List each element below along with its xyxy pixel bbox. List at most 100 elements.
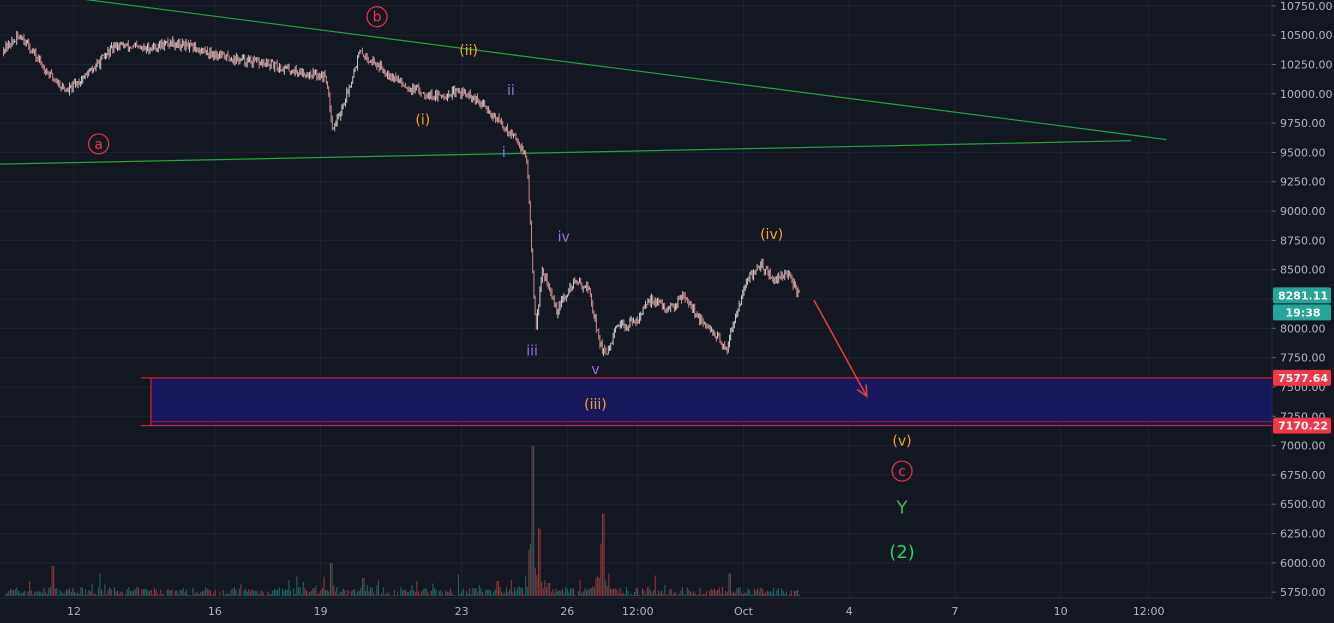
volume-bar: [779, 594, 781, 596]
volume-bar: [454, 595, 456, 596]
x-tick-label: 4: [846, 605, 853, 618]
volume-bar: [523, 593, 525, 596]
volume-bar: [702, 593, 704, 596]
volume-bar: [646, 587, 648, 596]
volume-bar: [614, 588, 616, 596]
volume-bar: [598, 578, 600, 596]
volume-bar: [392, 595, 394, 596]
volume-bar: [715, 591, 717, 596]
volume-bar: [240, 584, 242, 596]
volume-bar: [781, 588, 783, 596]
volume-bar: [643, 590, 645, 596]
volume-bar: [19, 592, 21, 596]
volume-bar: [136, 587, 138, 596]
volume-bar: [313, 588, 316, 596]
volume-bar: [72, 588, 74, 596]
volume-bar: [134, 589, 136, 596]
wave-label: (iii): [584, 397, 607, 413]
volume-bar: [333, 585, 335, 596]
volume-bar: [528, 549, 530, 596]
volume-bar: [677, 595, 679, 596]
volume-bar: [496, 581, 498, 596]
x-tick-label: 26: [560, 605, 574, 618]
volume-bar: [27, 591, 29, 596]
volume-bar: [697, 594, 700, 596]
y-tick-label: 6500.00: [1280, 498, 1326, 511]
volume-bar: [259, 592, 261, 596]
y-tick-label: 9750.00: [1280, 117, 1326, 130]
volume-bar: [590, 588, 592, 596]
wave-label: iii: [526, 343, 538, 359]
volume-bar: [502, 593, 504, 596]
y-tick-label: 6000.00: [1280, 557, 1326, 570]
volume-bar: [494, 589, 496, 596]
price-axis[interactable]: 10750.00 10500.00 10250.00 10000.00 9750.00 9…: [1271, 0, 1334, 623]
volume-bar: [395, 595, 397, 596]
trendlines: [0, 0, 1167, 165]
volume-bar: [424, 588, 426, 596]
volume-bar: [717, 589, 719, 596]
volume-bar: [616, 589, 618, 596]
volume-bar: [645, 594, 647, 596]
volume-bar: [238, 588, 240, 596]
volume-bar: [710, 588, 712, 596]
volume-bar: [54, 588, 56, 596]
wave-label: iv: [558, 230, 570, 246]
x-tick-label: 7: [951, 605, 958, 618]
volume-bar: [285, 589, 287, 596]
trendline-lower: [0, 140, 1132, 165]
volume-bar: [142, 588, 144, 596]
volume-bar: [301, 594, 303, 596]
volume-bar: [589, 588, 591, 596]
volume-bar: [128, 587, 130, 596]
volume-bar: [680, 590, 682, 596]
price-badge-label: 7577.64: [1278, 372, 1328, 385]
volume-bar: [421, 591, 423, 596]
volume-bar: [758, 591, 760, 596]
volume-bar: [545, 587, 548, 596]
volume-bar: [565, 587, 567, 596]
volume-bar: [558, 590, 560, 596]
volume-bar: [595, 578, 597, 596]
volume-bar: [360, 587, 362, 596]
volume-bar: [30, 590, 32, 596]
volume-bar: [294, 594, 296, 596]
volume-bar: [22, 592, 24, 596]
volume-bar: [161, 594, 164, 596]
volume-bar: [328, 591, 330, 596]
volume-bar: [208, 589, 210, 596]
volume-bar: [272, 590, 274, 596]
volume-bar: [742, 593, 744, 596]
volume-bar: [365, 591, 367, 596]
volume-bar: [277, 589, 279, 596]
volume-bar: [427, 592, 429, 596]
volume-bar: [408, 592, 410, 596]
volume-bar: [438, 591, 440, 596]
volume-bar: [608, 573, 610, 596]
volume-bar: [201, 591, 204, 596]
time-axis[interactable]: 12 16 19 23 26 12:00 Oct 4 7 10 12:00: [0, 597, 1272, 618]
volume-bar: [323, 576, 325, 596]
volume-bar: [749, 590, 751, 596]
y-tick-label: 10750.00: [1280, 0, 1333, 13]
volume-bar: [625, 587, 628, 596]
volume-bar: [169, 590, 172, 596]
volume-bar: [664, 584, 666, 596]
volume-bar: [16, 587, 18, 596]
volume-bar: [40, 592, 42, 596]
target-zone-box: [150, 377, 1272, 426]
volume-bar: [296, 576, 298, 596]
volume-bar: [465, 591, 468, 596]
x-tick-label: 12:00: [1133, 605, 1165, 618]
y-tick-label: 10000.00: [1280, 88, 1333, 101]
volume-bar: [505, 587, 508, 596]
volume-bar: [504, 593, 506, 596]
volume-bar: [257, 594, 260, 596]
y-tick-label: 7000.00: [1280, 440, 1326, 453]
wave-label: (v): [892, 434, 911, 450]
wave-label: ii: [507, 83, 515, 99]
volume-bar: [166, 589, 168, 596]
volume-bar: [521, 587, 524, 596]
volume-bar: [446, 591, 448, 596]
